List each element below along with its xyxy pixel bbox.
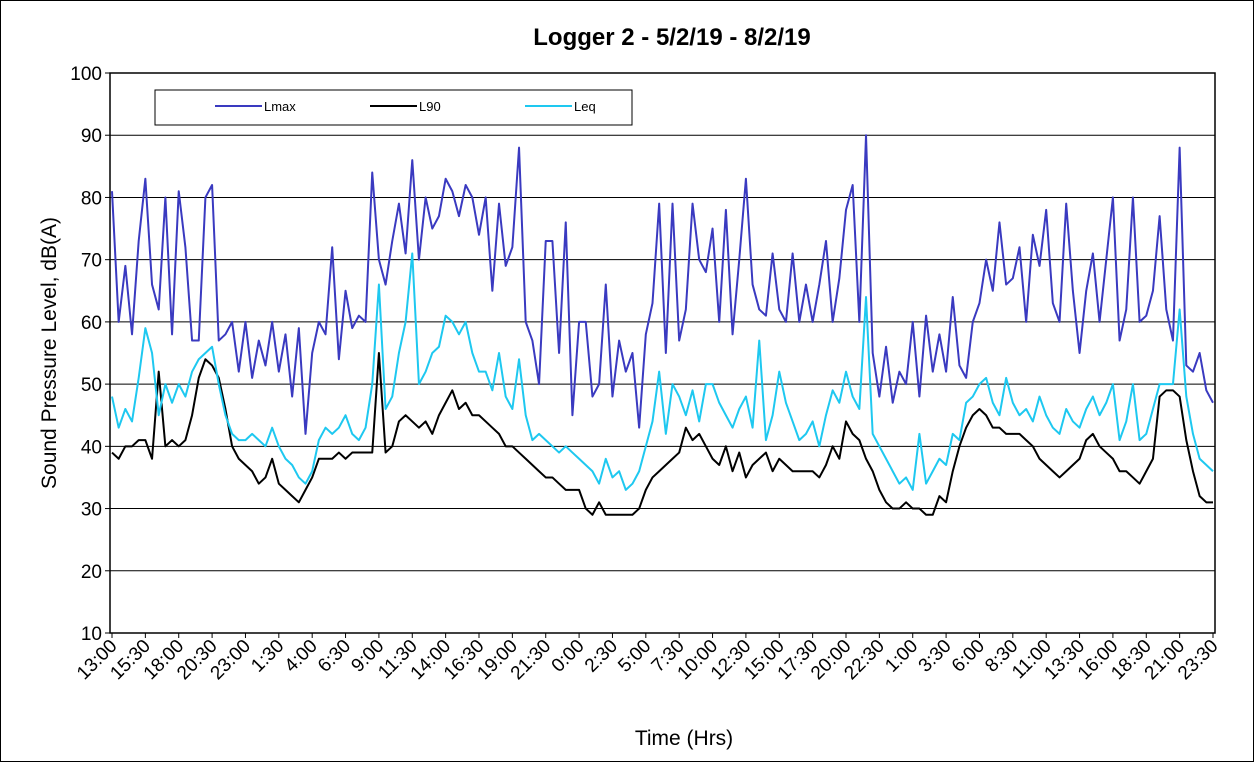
y-tick-label: 50 — [81, 375, 102, 396]
y-tick-label: 20 — [81, 562, 102, 583]
y-tick-label: 30 — [81, 500, 102, 521]
legend-label: L90 — [419, 99, 441, 114]
plot-border — [109, 72, 1216, 634]
legend-box — [154, 89, 633, 126]
y-tick-label: 70 — [81, 251, 102, 272]
legend-label: Leq — [574, 99, 596, 114]
line-leq — [111, 252, 1214, 491]
y-tick-label: 60 — [81, 313, 102, 334]
chart-title: Logger 2 - 5/2/19 - 8/2/19 — [533, 24, 810, 51]
line-l90 — [111, 352, 1213, 516]
line-lmax — [111, 134, 1214, 435]
y-tick-label: 90 — [81, 126, 102, 147]
y-tick-label: 80 — [81, 188, 102, 209]
y-axis-label: Sound Pressure Level, dB(A) — [38, 217, 61, 489]
y-tick-label: 10 — [81, 624, 102, 645]
x-axis-label: Time (Hrs) — [635, 727, 733, 750]
y-tick-label: 40 — [81, 437, 102, 458]
y-tick-label: 100 — [70, 64, 102, 85]
legend-label: Lmax — [264, 99, 296, 114]
